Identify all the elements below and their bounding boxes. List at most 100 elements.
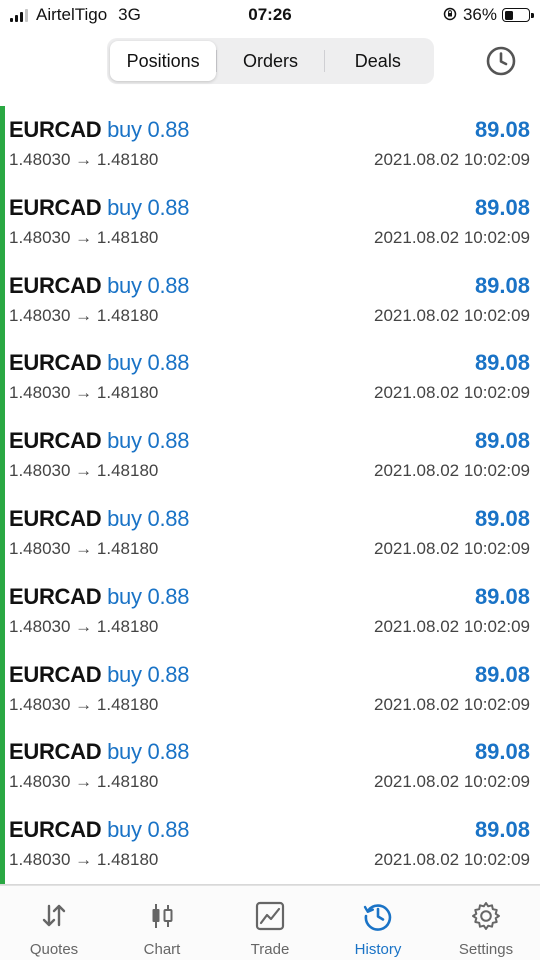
segment-divider [216,50,218,72]
deal-lots: 0.88 [147,350,190,376]
tab-trade[interactable]: Trade [216,886,324,960]
deal-title: EURCAD buy 0.88 [9,584,189,610]
deal-title: EURCAD buy 0.88 [9,739,189,765]
deal-prices: 1.48030 → 1.48180 [9,850,159,870]
tab-chart-label: Chart [143,941,181,958]
positions-orders-deals-switch: Positions Orders Deals [107,38,434,84]
deal-profit: 89.08 [474,583,530,609]
battery-percent: 36% [462,5,497,24]
history-clock-icon [363,904,392,931]
period-clock-icon[interactable] [484,44,518,78]
status-right: 36% [443,5,534,25]
deal-symbol: EURCAD [9,194,102,220]
deal-time: 2021.08.02 10:02:09 [374,772,530,792]
deal-symbol: EURCAD [9,739,102,765]
deal-prices: 1.48030 → 1.48180 [9,694,159,714]
deal-side: buy [107,661,142,687]
deal-profit: 89.08 [474,117,530,142]
deal-title: EURCAD buy 0.88 [9,273,189,299]
deal-lots: 0.88 [147,817,190,843]
deals-list[interactable]: EURCAD buy 0.88 89.08 1.48030 → 1.48180 202… [0,106,540,884]
deal-lots: 0.88 [147,117,190,142]
deal-title: EURCAD buy 0.88 [9,817,189,843]
deal-title: EURCAD buy 0.88 [9,350,189,376]
deal-symbol: EURCAD [9,350,102,376]
status-bar: AirtelTigo 3G 07:26 36% [0,0,540,30]
tab-settings-label: Settings [458,941,514,958]
deal-symbol: EURCAD [9,817,102,843]
deal-title: EURCAD buy 0.88 [9,506,189,532]
deal-time: 2021.08.02 10:02:09 [374,461,530,481]
deal-row[interactable]: EURCAD buy 0.88 89.08 1.48030 → 1.48180 202… [0,339,540,417]
deal-prices: 1.48030 → 1.48180 [9,305,159,325]
status-left: AirtelTigo 3G [10,5,141,25]
deal-side: buy [107,117,142,142]
deal-symbol: EURCAD [9,272,102,298]
deal-row[interactable]: EURCAD buy 0.88 89.08 1.48030 → 1.48180 202… [0,651,540,729]
orientation-lock-icon [443,7,457,24]
deal-lots: 0.88 [147,428,190,454]
deal-side: buy [107,817,142,843]
deal-lots: 0.88 [147,739,190,765]
tab-history[interactable]: History [324,886,432,960]
candlestick-chart-icon [152,904,173,928]
deal-time: 2021.08.02 10:02:09 [374,227,530,247]
deal-row[interactable]: EURCAD buy 0.88 89.08 1.48030 → 1.48180 202… [0,728,540,806]
deal-prices: 1.48030 → 1.48180 [9,616,159,636]
deal-title: EURCAD buy 0.88 [9,662,189,688]
deal-title: EURCAD buy 0.88 [9,428,189,454]
deal-row[interactable]: EURCAD buy 0.88 89.08 1.48030 → 1.48180 202… [0,573,540,651]
deal-profit: 89.08 [474,350,530,376]
deal-row[interactable]: EURCAD buy 0.88 89.08 1.48030 → 1.48180 202… [0,806,540,884]
deal-time: 2021.08.02 10:02:09 [374,383,530,403]
deal-side: buy [107,583,142,609]
deal-profit: 89.08 [474,506,530,531]
deal-profit: 89.08 [474,817,530,843]
status-time: 07:26 [248,5,292,24]
deal-row[interactable]: EURCAD buy 0.88 89.08 1.48030 → 1.48180 202… [0,495,540,573]
deal-lots: 0.88 [147,661,190,687]
deal-prices: 1.48030 → 1.48180 [9,383,159,403]
deal-symbol: EURCAD [9,583,102,609]
signal-strength-icon [10,8,28,22]
gear-icon [472,902,500,930]
deal-row[interactable]: EURCAD buy 0.88 89.08 1.48030 → 1.48180 202… [0,184,540,262]
tab-settings[interactable]: Settings [432,886,540,960]
deal-time: 2021.08.02 10:02:09 [374,616,530,636]
buy-indicator-bar [0,106,5,884]
deal-side: buy [107,428,142,454]
deal-side: buy [107,194,142,220]
deal-profit: 89.08 [474,194,530,220]
deal-row[interactable]: EURCAD buy 0.88 89.08 1.48030 → 1.48180 202… [0,262,540,340]
tab-positions[interactable]: Positions [110,41,217,81]
tab-chart[interactable]: Chart [108,886,216,960]
deal-symbol: EURCAD [9,506,102,531]
deal-profit: 89.08 [474,661,530,687]
network-type: 3G [118,5,141,24]
carrier-name: AirtelTigo [36,5,108,24]
deal-lots: 0.88 [147,506,190,531]
deal-lots: 0.88 [147,272,190,298]
deal-lots: 0.88 [147,194,190,220]
deal-time: 2021.08.02 10:02:09 [374,694,530,714]
deal-profit: 89.08 [474,428,530,454]
deal-prices: 1.48030 → 1.48180 [9,772,159,792]
deal-side: buy [107,506,142,531]
deal-profit: 89.08 [474,272,530,298]
battery-icon [502,8,534,22]
tab-quotes[interactable]: Quotes [0,886,108,960]
tab-deals[interactable]: Deals [354,50,401,71]
deal-time: 2021.08.02 10:02:09 [374,305,530,325]
deal-prices: 1.48030 → 1.48180 [9,227,159,247]
deal-symbol: EURCAD [9,117,102,142]
tab-quotes-label: Quotes [29,941,79,958]
tab-orders[interactable]: Orders [242,50,298,71]
trade-chart-icon [255,901,285,931]
quotes-arrows-icon [42,904,66,927]
deal-row[interactable]: EURCAD buy 0.88 89.08 1.48030 → 1.48180 202… [0,106,540,184]
deal-row[interactable]: EURCAD buy 0.88 89.08 1.48030 → 1.48180 202… [0,417,540,495]
deal-time: 2021.08.02 10:02:09 [374,150,530,169]
deal-symbol: EURCAD [9,661,102,687]
list-bottom-divider [0,884,540,885]
deal-prices: 1.48030 → 1.48180 [9,150,159,169]
